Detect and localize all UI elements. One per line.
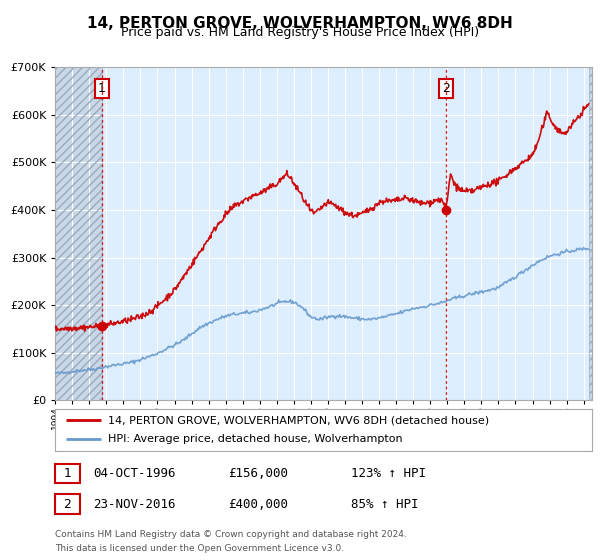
- Text: HPI: Average price, detached house, Wolverhampton: HPI: Average price, detached house, Wolv…: [108, 435, 403, 445]
- Text: This data is licensed under the Open Government Licence v3.0.: This data is licensed under the Open Gov…: [55, 544, 344, 553]
- Text: 123% ↑ HPI: 123% ↑ HPI: [351, 466, 426, 480]
- Bar: [589, 67, 592, 400]
- Text: 1: 1: [63, 466, 71, 480]
- Text: 2: 2: [442, 82, 449, 95]
- Text: 2: 2: [63, 497, 71, 511]
- Text: 14, PERTON GROVE, WOLVERHAMPTON, WV6 8DH: 14, PERTON GROVE, WOLVERHAMPTON, WV6 8DH: [87, 16, 513, 31]
- Text: 04-OCT-1996: 04-OCT-1996: [93, 466, 176, 480]
- Text: 1: 1: [98, 82, 106, 95]
- Text: Price paid vs. HM Land Registry's House Price Index (HPI): Price paid vs. HM Land Registry's House …: [121, 26, 479, 39]
- Text: Contains HM Land Registry data © Crown copyright and database right 2024.: Contains HM Land Registry data © Crown c…: [55, 530, 407, 539]
- Text: 14, PERTON GROVE, WOLVERHAMPTON, WV6 8DH (detached house): 14, PERTON GROVE, WOLVERHAMPTON, WV6 8DH…: [108, 415, 489, 425]
- Text: £400,000: £400,000: [228, 497, 288, 511]
- Text: 23-NOV-2016: 23-NOV-2016: [93, 497, 176, 511]
- Text: £156,000: £156,000: [228, 466, 288, 480]
- Text: 85% ↑ HPI: 85% ↑ HPI: [351, 497, 419, 511]
- Bar: [589, 67, 592, 400]
- Bar: [55, 67, 102, 400]
- Bar: [55, 67, 102, 400]
